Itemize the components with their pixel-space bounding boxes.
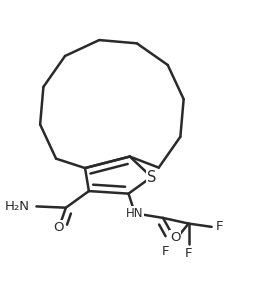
Text: F: F: [185, 247, 192, 260]
Text: O: O: [170, 231, 181, 244]
Text: H₂N: H₂N: [5, 200, 30, 213]
Text: O: O: [53, 221, 64, 234]
Text: HN: HN: [126, 207, 144, 220]
Text: F: F: [161, 245, 169, 258]
Text: S: S: [147, 169, 156, 184]
Text: F: F: [215, 220, 223, 233]
